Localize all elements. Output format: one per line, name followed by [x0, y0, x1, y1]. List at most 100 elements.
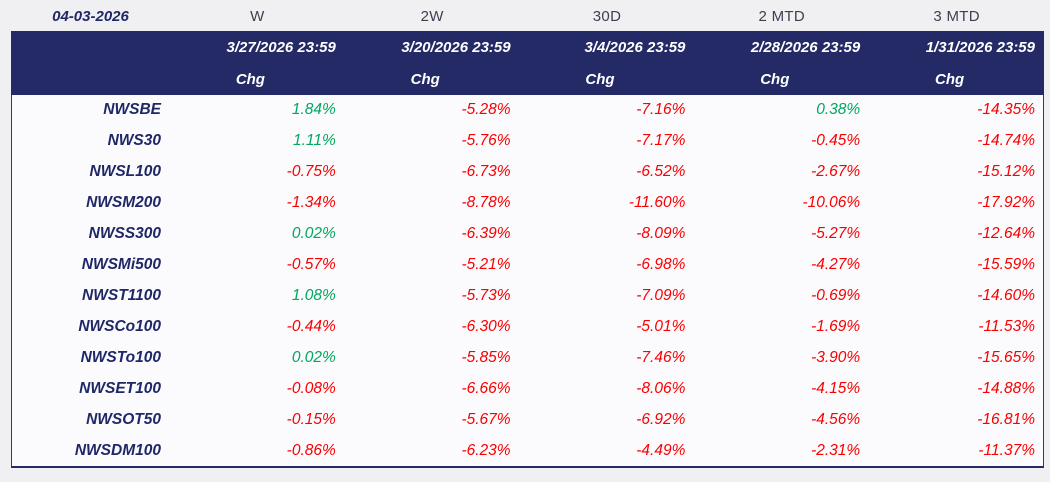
change-value: -5.67% — [461, 410, 511, 428]
change-value: -7.16% — [636, 101, 686, 119]
change-value: -10.06% — [802, 194, 861, 212]
change-value: -4.56% — [811, 410, 861, 428]
index-name: NWSET100 — [79, 379, 161, 397]
date-header-row: 3/27/2026 23:59 3/20/2026 23:59 3/4/2026 2… — [11, 31, 1044, 63]
change-value: -2.67% — [811, 163, 861, 181]
change-value: -3.90% — [811, 348, 861, 366]
index-name: NWSMi500 — [81, 256, 161, 274]
index-name: NWST1100 — [82, 286, 161, 304]
period-label-2: 30D — [592, 8, 622, 25]
change-value: 1.11% — [292, 132, 336, 150]
index-name: NWSL100 — [89, 163, 162, 181]
change-value: -12.64% — [977, 225, 1035, 243]
change-value: -5.27% — [811, 225, 861, 243]
change-value: -4.15% — [811, 379, 861, 397]
change-value: -6.92% — [636, 410, 686, 428]
change-value: -11.60% — [628, 194, 686, 212]
table-row: NWSBE 1.84% -5.28% -7.16% 0.38% -14.35% — [12, 95, 1043, 126]
change-value: -4.49% — [636, 441, 686, 459]
table-row: NWSDM100 -0.86% -6.23% -4.49% -2.31% -11.37% — [12, 435, 1043, 466]
change-value: -5.73% — [461, 286, 511, 304]
change-value: -4.27% — [811, 256, 861, 274]
index-name: NWSTo100 — [80, 348, 161, 366]
change-value: -14.60% — [977, 286, 1035, 304]
change-value: -0.75% — [286, 163, 336, 181]
table-row: NWSMi500 -0.57% -5.21% -6.98% -4.27% -15.59% — [12, 250, 1043, 281]
column-measure-2: Chg — [585, 70, 615, 88]
change-value: -2.31% — [811, 441, 861, 459]
change-value: 0.02% — [291, 348, 336, 366]
period-header-row: 04-03-2026 W 2W 30D 2 MTD 3 MTD — [11, 2, 1044, 31]
table-row: NWS30 1.11% -5.76% -7.17% -0.45% -14.74% — [12, 126, 1043, 157]
change-value: -0.08% — [286, 379, 336, 397]
table-row: NWSS300 0.02% -6.39% -8.09% -5.27% -12.64% — [12, 219, 1043, 250]
column-measure-0: Chg — [235, 70, 265, 88]
table-row: NWSTo100 0.02% -5.85% -7.46% -3.90% -15.65% — [12, 342, 1043, 373]
column-asof-date-0: 3/27/2026 23:59 — [226, 38, 336, 56]
chg-header-row: Chg Chg Chg Chg Chg — [11, 63, 1044, 95]
change-value: -15.59% — [977, 256, 1035, 274]
column-measure-1: Chg — [410, 70, 440, 88]
change-value: -6.73% — [461, 163, 511, 181]
column-asof-date-4: 1/31/2026 23:59 — [925, 38, 1035, 56]
change-value: -0.86% — [286, 441, 336, 459]
change-value: -5.85% — [461, 348, 511, 366]
change-value: -14.35% — [977, 101, 1035, 119]
column-measure-4: Chg — [935, 70, 965, 88]
change-value: -0.69% — [811, 286, 861, 304]
change-value: -5.28% — [461, 101, 511, 119]
change-value: -1.34% — [286, 194, 336, 212]
index-name: NWSBE — [103, 101, 161, 119]
change-value: -6.52% — [636, 163, 686, 181]
change-value: 0.02% — [291, 225, 336, 243]
change-value: -1.69% — [811, 317, 861, 335]
chg-header-spacer — [11, 63, 170, 95]
index-name: NWSOT50 — [86, 410, 161, 428]
column-asof-date-3: 2/28/2026 23:59 — [750, 38, 861, 56]
period-label-0: W — [250, 8, 265, 25]
column-asof-date-1: 3/20/2026 23:59 — [401, 38, 511, 56]
index-name: NWSCo100 — [78, 317, 161, 335]
change-value: -7.17% — [636, 132, 686, 150]
change-value: -14.88% — [977, 379, 1035, 397]
change-value: -5.01% — [636, 317, 686, 335]
change-value: -8.09% — [636, 225, 686, 243]
table-header-band: 3/27/2026 23:59 3/20/2026 23:59 3/4/2026 2… — [11, 31, 1044, 95]
index-name: NWSM200 — [86, 194, 161, 212]
change-value: -0.44% — [286, 317, 336, 335]
table-row: NWSM200 -1.34% -8.78% -11.60% -10.06% -17.92% — [12, 188, 1043, 219]
change-value: -6.98% — [636, 256, 686, 274]
period-label-3: 2 MTD — [758, 8, 806, 25]
as-of-date: 04-03-2026 — [52, 8, 129, 25]
change-value: -6.23% — [461, 441, 511, 459]
change-value: -0.57% — [286, 256, 336, 274]
index-name: NWSS300 — [88, 225, 161, 243]
change-value: -14.74% — [977, 132, 1035, 150]
column-asof-date-2: 3/4/2026 23:59 — [584, 38, 686, 56]
table-row: NWSOT50 -0.15% -5.67% -6.92% -4.56% -16.81% — [12, 404, 1043, 435]
index-performance-table: 04-03-2026 W 2W 30D 2 MTD 3 MTD 3/27/2026 23… — [11, 2, 1044, 468]
change-value: 1.08% — [291, 286, 336, 304]
change-value: -7.46% — [636, 348, 686, 366]
change-value: -16.81% — [977, 410, 1035, 428]
change-value: -7.09% — [636, 286, 686, 304]
index-name: NWS30 — [107, 132, 161, 150]
change-value: -6.30% — [461, 317, 511, 335]
change-value: -17.92% — [977, 194, 1035, 212]
change-value: 1.84% — [291, 101, 336, 119]
table-row: NWSCo100 -0.44% -6.30% -5.01% -1.69% -11.53% — [12, 311, 1043, 342]
change-value: -5.76% — [461, 132, 511, 150]
period-label-4: 3 MTD — [933, 8, 980, 25]
period-label-1: 2W — [420, 8, 444, 25]
change-value: -15.65% — [977, 348, 1035, 366]
change-value: -15.12% — [977, 163, 1035, 181]
change-value: -0.45% — [811, 132, 861, 150]
table-row: NWSL100 -0.75% -6.73% -6.52% -2.67% -15.12% — [12, 157, 1043, 188]
column-measure-3: Chg — [760, 70, 790, 88]
date-header-spacer — [11, 31, 170, 63]
change-value: -6.66% — [461, 379, 511, 397]
change-value: -6.39% — [461, 225, 511, 243]
index-name: NWSDM100 — [74, 441, 161, 459]
change-value: -11.37% — [978, 441, 1035, 459]
change-value: -0.15% — [286, 410, 336, 428]
